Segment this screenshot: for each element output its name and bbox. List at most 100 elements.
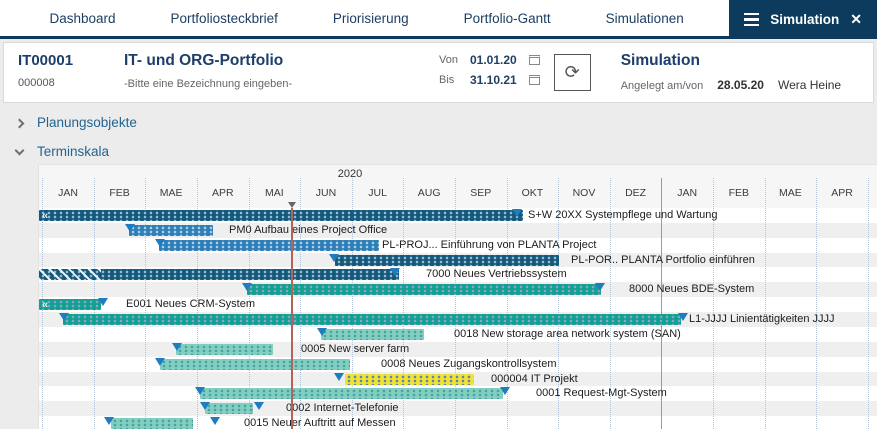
von-date-field[interactable]: 01.01.20 xyxy=(469,53,517,67)
nav-item-portfoliosteckbrief[interactable]: Portfoliosteckbrief xyxy=(170,10,278,26)
bis-date-field[interactable]: 31.10.21 xyxy=(469,73,517,87)
gantt-bar[interactable] xyxy=(129,224,213,236)
schedule-end-marker-icon xyxy=(98,298,108,307)
month-label: OKT xyxy=(521,187,544,199)
gantt-bar[interactable] xyxy=(247,284,601,296)
month-gridline xyxy=(300,178,302,429)
gantt-bar[interactable] xyxy=(63,314,681,326)
chevron-down-icon xyxy=(14,145,25,155)
gantt-bar[interactable] xyxy=(176,343,273,355)
schedule-start-marker-icon xyxy=(200,402,210,411)
gantt-bar-label: 000004 IT Projekt xyxy=(491,372,578,385)
nav-items: Dashboard Portfoliosteckbrief Priorisier… xyxy=(0,0,729,36)
schedule-start-marker-icon xyxy=(155,238,165,247)
gantt-bar[interactable] xyxy=(159,239,379,251)
gantt-bar[interactable] xyxy=(321,328,424,340)
today-marker-icon xyxy=(288,202,296,208)
month-label: FEB xyxy=(109,187,130,199)
gantt-bar[interactable] xyxy=(200,388,503,400)
schedule-end-marker-icon xyxy=(512,209,522,217)
gantt-row-stripe xyxy=(39,222,877,238)
nav-item-dashboard[interactable]: Dashboard xyxy=(49,10,116,26)
close-icon[interactable]: ✕ xyxy=(850,11,862,27)
gantt-row-stripe xyxy=(39,341,877,357)
gantt-bar-label: PL-POR.. PLANTA Portfolio einführen xyxy=(571,253,755,266)
schedule-end-marker-icon xyxy=(254,402,264,411)
schedule-start-marker-icon xyxy=(172,342,182,351)
gantt-bar[interactable] xyxy=(39,269,399,281)
year-label: 2020 xyxy=(337,168,363,180)
portfolio-title: IT- und ORG-Portfolio xyxy=(124,52,284,69)
month-label: JAN xyxy=(677,187,698,199)
calendar-icon[interactable] xyxy=(528,55,540,65)
gantt-bar[interactable] xyxy=(345,373,474,385)
chevron-right-icon xyxy=(14,118,25,128)
refresh-button[interactable]: ⟳ xyxy=(553,54,591,91)
today-line xyxy=(291,208,293,429)
section-terminskala-label: Terminskala xyxy=(37,144,110,159)
schedule-start-marker-icon xyxy=(195,387,205,396)
date-range-block: Von 01.01.20 Bis 31.10.21 xyxy=(439,53,540,87)
gantt-bar-label: 0002 Internet-Telefonie xyxy=(286,402,399,415)
gantt-timescale-header: 2020 xyxy=(39,165,877,208)
month-gridline xyxy=(455,178,456,429)
bar-hatch-pattern xyxy=(39,269,101,281)
gantt-bar-label: 0015 Neuer Auftritt auf Messen xyxy=(244,417,396,429)
month-gridline xyxy=(867,178,869,429)
bis-label: Bis xyxy=(439,74,455,86)
month-gridline xyxy=(145,178,147,429)
schedule-start-marker-icon xyxy=(125,223,135,232)
gantt-bar-label: 0005 New server farm xyxy=(301,342,410,355)
nav-item-portfolio-gantt[interactable]: Portfolio-Gantt xyxy=(463,10,551,26)
schedule-end-marker-icon xyxy=(500,387,510,396)
gantt-bar[interactable] xyxy=(160,358,350,370)
nav-item-simulationen[interactable]: Simulationen xyxy=(605,10,684,26)
calendar-icon[interactable] xyxy=(528,75,540,85)
month-gridline xyxy=(609,178,611,429)
month-gridline xyxy=(506,178,508,429)
top-navigation: Dashboard Portfoliosteckbrief Priorisier… xyxy=(0,0,877,39)
continues-left-icon: « xyxy=(42,210,48,222)
schedule-end-marker-icon xyxy=(210,417,220,426)
gantt-bar[interactable] xyxy=(39,299,101,311)
portfolio-sub-id: 000008 xyxy=(18,77,55,89)
month-gridline xyxy=(816,178,818,429)
schedule-end-marker-icon xyxy=(390,268,400,277)
month-label: JAN xyxy=(58,187,78,199)
gantt-bar[interactable] xyxy=(111,418,193,429)
month-label: MAE xyxy=(159,187,183,199)
gantt-bar-label: 0001 Request-Mgt-System xyxy=(536,387,667,400)
gantt-bar-label: 8000 Neues BDE-System xyxy=(629,283,755,296)
month-label: FEB xyxy=(728,187,749,199)
gantt-bar-label: PM0 Aufbau eines Project Office xyxy=(229,223,388,236)
month-label: AUG xyxy=(417,187,441,199)
gantt-bar-label: S+W 20XX Systempflege und Wartung xyxy=(528,209,718,221)
gantt-bar[interactable] xyxy=(205,403,253,415)
portfolio-subtitle[interactable]: -Bitte eine Bezeichnung eingeben- xyxy=(124,78,293,90)
gantt-bar-label: PL-PROJ... Einführung von PLANTA Project xyxy=(382,238,597,251)
gantt-bar[interactable] xyxy=(335,254,559,266)
simulation-title: Simulation xyxy=(620,52,700,69)
gantt-panel: 2020 JAN FEB MAE APR MAI JUN JUL AUG SEP OKT NOV DE… xyxy=(38,164,877,429)
month-gridline xyxy=(713,178,714,429)
section-terminskala[interactable]: Terminskala xyxy=(14,144,110,159)
schedule-start-marker-icon xyxy=(104,417,114,426)
tab-simulation[interactable]: Simulation ✕ xyxy=(729,0,877,39)
portfolio-id-block: IT00001 000008 xyxy=(18,52,124,89)
created-by: Wera Heine xyxy=(777,78,842,92)
section-planungsobjekte[interactable]: Planungsobjekte xyxy=(14,115,137,130)
section-planungsobjekte-label: Planungsobjekte xyxy=(37,115,137,130)
schedule-end-marker-icon xyxy=(678,313,688,322)
menu-icon[interactable] xyxy=(744,12,760,27)
nav-item-priorisierung[interactable]: Priorisierung xyxy=(332,10,409,26)
month-label: SEP xyxy=(470,187,492,199)
gantt-row-stripe xyxy=(39,401,877,417)
refresh-icon: ⟳ xyxy=(564,62,580,82)
created-date: 28.05.20 xyxy=(717,78,764,92)
gantt-bar[interactable] xyxy=(39,210,523,221)
month-label: JUN xyxy=(315,187,337,199)
month-label: APR xyxy=(212,187,234,199)
von-label: Von xyxy=(439,54,458,66)
month-label: APR xyxy=(831,187,853,199)
schedule-start-marker-icon xyxy=(242,283,252,292)
